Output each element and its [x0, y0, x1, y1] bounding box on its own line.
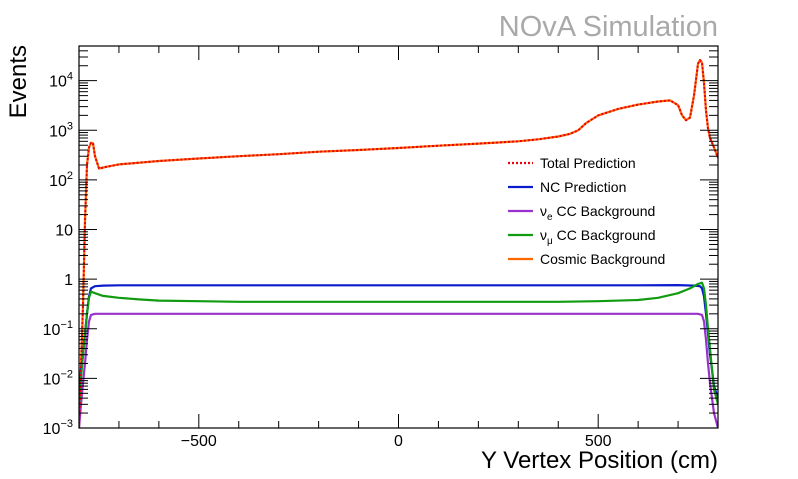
- watermark: NOvA Simulation: [499, 11, 718, 43]
- y-tick-label: 10−3: [43, 418, 73, 438]
- x-tick-label: 0: [394, 433, 403, 450]
- series-line-cc-background: [79, 281, 718, 405]
- y-tick-label: 103: [49, 120, 73, 140]
- x-axis-label: Y Vertex Position (cm): [481, 447, 718, 474]
- legend-label-cc-background: νμ CC Background: [540, 227, 655, 247]
- y-tick-label: 102: [49, 170, 73, 190]
- y-tick-label: 10: [55, 223, 73, 240]
- legend-label-e-cc-background: νe CC Background: [540, 203, 655, 223]
- y-tick-label: 104: [49, 71, 73, 91]
- y-tick-label: 10−2: [43, 368, 73, 388]
- series-line-total-prediction: [79, 59, 718, 428]
- y-tick-label: 10−1: [43, 319, 73, 339]
- series-line-cosmic-background: [79, 59, 718, 428]
- x-tick-label: 500: [585, 433, 612, 450]
- legend-label-total-prediction: Total Prediction: [540, 155, 636, 171]
- y-axis-label: Events: [5, 45, 32, 118]
- series-line-e-cc-background: [79, 312, 718, 428]
- y-tick-label: 1: [64, 272, 73, 289]
- legend-label-cosmic-background: Cosmic Background: [540, 251, 665, 267]
- legend-label-nc-prediction: NC Prediction: [540, 179, 626, 195]
- x-tick-label: −500: [181, 433, 217, 450]
